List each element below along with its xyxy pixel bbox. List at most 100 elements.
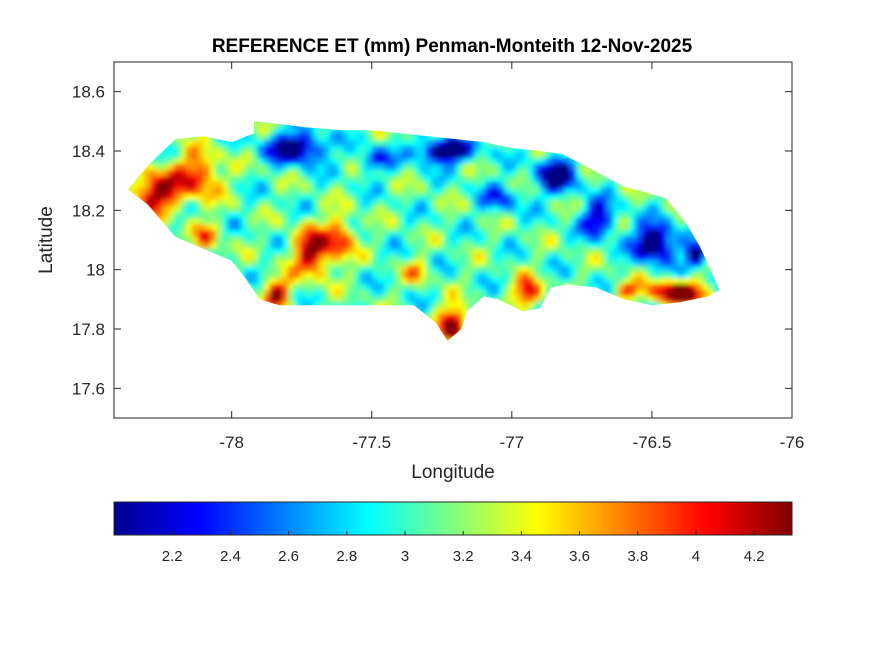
heatmap-cell — [636, 188, 643, 195]
heatmap-cell — [624, 200, 631, 207]
heatmap-cell — [618, 242, 625, 249]
heatmap-cell — [540, 152, 547, 159]
heatmap-cell — [498, 206, 505, 213]
heatmap-cell — [240, 206, 247, 213]
heatmap-cell — [282, 170, 289, 177]
heatmap-cell — [354, 278, 361, 285]
heatmap-cell — [288, 188, 295, 195]
heatmap-cell — [378, 140, 385, 147]
heatmap-cell — [222, 188, 229, 195]
heatmap-cell — [468, 296, 475, 303]
heatmap-cell — [462, 158, 469, 165]
heatmap-cell — [252, 284, 259, 291]
heatmap-cell — [594, 182, 601, 189]
heatmap-cell — [612, 290, 619, 297]
heatmap-cell — [372, 290, 379, 297]
heatmap-cell — [282, 296, 289, 303]
heatmap-cell — [240, 230, 247, 237]
heatmap-cell — [216, 164, 223, 171]
heatmap-cell — [390, 158, 397, 165]
heatmap-cell — [342, 290, 349, 297]
heatmap-cell — [516, 254, 523, 261]
heatmap-cell — [594, 200, 601, 207]
heatmap-cell — [294, 290, 301, 297]
heatmap-cell — [384, 206, 391, 213]
heatmap-cell — [360, 182, 367, 189]
heatmap-cell — [210, 242, 217, 249]
heatmap-cell — [312, 194, 319, 201]
heatmap-cell — [252, 212, 259, 219]
heatmap-cell — [288, 248, 295, 255]
heatmap-cell — [246, 212, 253, 219]
heatmap-cell — [540, 194, 547, 201]
heatmap-cell — [330, 278, 337, 285]
heatmap-cell — [648, 242, 655, 249]
heatmap-cell — [576, 254, 583, 261]
heatmap-cell — [156, 164, 163, 171]
heatmap-cell — [474, 230, 481, 237]
heatmap-cell — [558, 272, 565, 279]
heatmap-cell — [594, 254, 601, 261]
heatmap-cell — [198, 206, 205, 213]
heatmap-cell — [324, 272, 331, 279]
heatmap-cell — [318, 176, 325, 183]
heatmap-cell — [486, 290, 493, 297]
heatmap-cell — [318, 284, 325, 291]
heatmap-cell — [504, 248, 511, 255]
heatmap-cell — [528, 230, 535, 237]
heatmap-cell — [414, 206, 421, 213]
heatmap-cell — [342, 200, 349, 207]
heatmap-cell — [516, 206, 523, 213]
heatmap-cell — [270, 236, 277, 243]
heatmap-cell — [294, 158, 301, 165]
heatmap-cell — [504, 230, 511, 237]
heatmap-cell — [510, 266, 517, 273]
heatmap-cell — [462, 272, 469, 279]
heatmap-cell — [300, 182, 307, 189]
heatmap-cell — [270, 158, 277, 165]
heatmap-cell — [372, 164, 379, 171]
heatmap-cell — [408, 158, 415, 165]
heatmap-cell — [444, 290, 451, 297]
heatmap-cell — [558, 200, 565, 207]
heatmap-cell — [402, 290, 409, 297]
heatmap-cell — [396, 212, 403, 219]
heatmap-cell — [642, 206, 649, 213]
heatmap-cell — [684, 296, 691, 303]
heatmap-cell — [558, 218, 565, 225]
heatmap-cell — [264, 236, 271, 243]
heatmap-cell — [504, 164, 511, 171]
heatmap-cell — [582, 218, 589, 225]
heatmap-cell — [516, 278, 523, 285]
heatmap-cell — [402, 140, 409, 147]
heatmap-cell — [564, 200, 571, 207]
heatmap-cell — [462, 188, 469, 195]
heatmap-cell — [378, 278, 385, 285]
heatmap-cell — [378, 188, 385, 195]
heatmap-cell — [192, 224, 199, 231]
heatmap-cell — [192, 158, 199, 165]
heatmap-cell — [540, 224, 547, 231]
heatmap-cell — [444, 188, 451, 195]
heatmap-cell — [360, 140, 367, 147]
heatmap-cell — [312, 146, 319, 153]
heatmap-cell — [546, 254, 553, 261]
heatmap-cell — [276, 218, 283, 225]
y-tick-label: 18.6 — [72, 83, 105, 102]
heatmap-cell — [510, 170, 517, 177]
heatmap-cell — [174, 224, 181, 231]
heatmap-cell — [354, 188, 361, 195]
heatmap-cell — [642, 284, 649, 291]
heatmap-cell — [204, 164, 211, 171]
heatmap-cell — [510, 194, 517, 201]
heatmap-cell — [408, 278, 415, 285]
heatmap-cell — [378, 194, 385, 201]
heatmap-cell — [660, 224, 667, 231]
heatmap-cell — [228, 242, 235, 249]
heatmap-cell — [228, 206, 235, 213]
heatmap-cell — [516, 152, 523, 159]
heatmap-cell — [618, 230, 625, 237]
heatmap-cell — [372, 236, 379, 243]
heatmap-cell — [312, 272, 319, 279]
heatmap-cell — [534, 182, 541, 189]
